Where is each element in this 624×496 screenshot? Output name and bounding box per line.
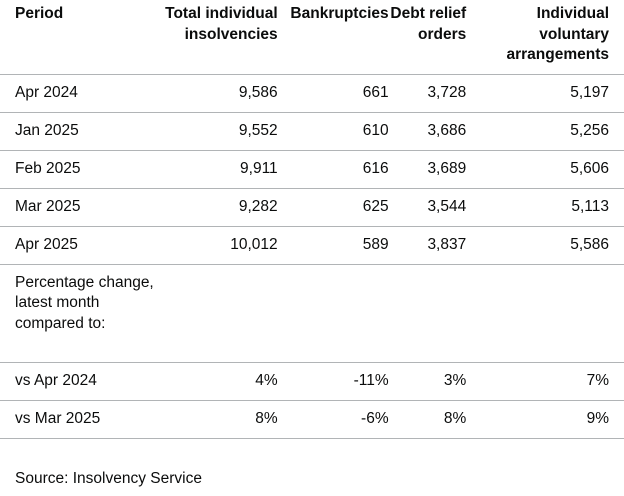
- table-row: Apr 2024 9,586 661 3,728 5,197: [0, 74, 624, 113]
- iva-cell: 5,586: [466, 226, 624, 265]
- period-cell: Jan 2025: [0, 112, 158, 151]
- bankruptcies-change-cell: -6%: [277, 400, 389, 439]
- change-row: vs Apr 2024 4% -11% 3% 7%: [0, 362, 624, 401]
- bankruptcies-cell: 616: [277, 150, 389, 189]
- period-cell: Apr 2024: [0, 74, 158, 113]
- iva-change-cell: 9%: [466, 400, 624, 439]
- header-bankruptcies: Bankruptcies: [277, 0, 389, 75]
- dro-cell: 3,837: [388, 226, 467, 265]
- bankruptcies-cell: 661: [277, 74, 389, 113]
- empty-cell: [388, 264, 467, 363]
- empty-cell: [157, 264, 278, 363]
- bankruptcies-change-cell: -11%: [277, 362, 389, 401]
- comparison-period-cell: vs Apr 2024: [0, 362, 158, 401]
- source-note: Source: Insolvency Service: [15, 470, 202, 487]
- dro-cell: 3,728: [388, 74, 467, 113]
- percentage-change-note: Percentage change, latest month compared…: [0, 264, 158, 363]
- total-cell: 9,282: [157, 188, 278, 227]
- total-cell: 9,911: [157, 150, 278, 189]
- bankruptcies-cell: 610: [277, 112, 389, 151]
- dro-cell: 3,686: [388, 112, 467, 151]
- total-change-cell: 8%: [157, 400, 278, 439]
- iva-cell: 5,256: [466, 112, 624, 151]
- iva-cell: 5,197: [466, 74, 624, 113]
- table-row: Apr 2025 10,012 589 3,837 5,586: [0, 226, 624, 265]
- period-cell: Apr 2025: [0, 226, 158, 265]
- total-cell: 10,012: [157, 226, 278, 265]
- table-row: Jan 2025 9,552 610 3,686 5,256: [0, 112, 624, 151]
- period-cell: Mar 2025: [0, 188, 158, 227]
- period-cell: Feb 2025: [0, 150, 158, 189]
- dro-change-cell: 3%: [388, 362, 467, 401]
- total-cell: 9,586: [157, 74, 278, 113]
- empty-cell: [466, 264, 624, 363]
- dro-cell: 3,689: [388, 150, 467, 189]
- bankruptcies-cell: 589: [277, 226, 389, 265]
- empty-cell: [277, 264, 389, 363]
- iva-cell: 5,606: [466, 150, 624, 189]
- header-debt-relief-orders: Debt relief orders: [388, 0, 467, 75]
- change-row: vs Mar 2025 8% -6% 8% 9%: [0, 400, 624, 439]
- percentage-change-note-row: Percentage change, latest month compared…: [0, 264, 624, 363]
- header-total-individual-insolvencies: Total individual insolvencies: [157, 0, 278, 75]
- total-change-cell: 4%: [157, 362, 278, 401]
- insolvency-statistics-table: Period Total individual insolvencies Ban…: [0, 0, 624, 439]
- header-period: Period: [0, 0, 158, 75]
- iva-cell: 5,113: [466, 188, 624, 227]
- dro-cell: 3,544: [388, 188, 467, 227]
- bankruptcies-cell: 625: [277, 188, 389, 227]
- table-row: Feb 2025 9,911 616 3,689 5,606: [0, 150, 624, 189]
- header-individual-voluntary-arrangements: Individual voluntary arrangements: [466, 0, 624, 75]
- iva-change-cell: 7%: [466, 362, 624, 401]
- table-row: Mar 2025 9,282 625 3,544 5,113: [0, 188, 624, 227]
- comparison-period-cell: vs Mar 2025: [0, 400, 158, 439]
- header-row: Period Total individual insolvencies Ban…: [0, 0, 624, 75]
- total-cell: 9,552: [157, 112, 278, 151]
- dro-change-cell: 8%: [388, 400, 467, 439]
